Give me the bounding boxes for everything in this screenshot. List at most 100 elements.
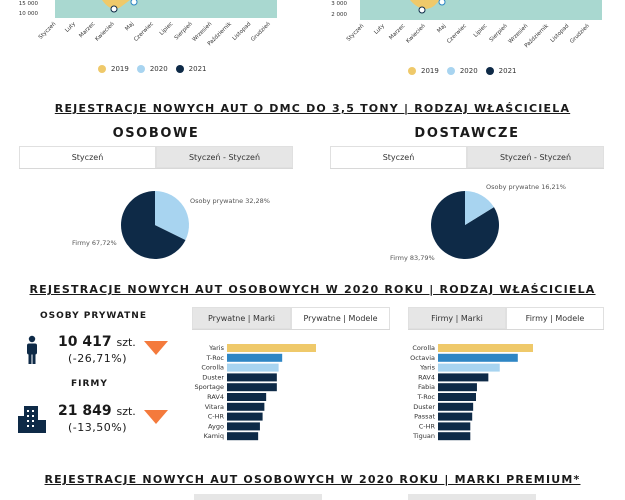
company-models-tabs: Firmy | Marki Firmy | Modele [408,307,604,330]
companies-change: (-13,50%) [68,421,127,434]
premium-tab-right[interactable] [408,494,536,500]
tab-private-brands[interactable]: Prywatne | Marki [192,307,291,329]
month-label: Listopad [550,23,571,44]
month-label: Luty [64,21,77,34]
tab-passenger-month[interactable]: Styczeń [19,146,156,168]
legend-dot-2020 [446,67,455,75]
passenger-company-label: Firmy 67,72% [72,239,117,247]
legend-2020: 2020 [149,65,168,73]
bar[interactable] [438,432,471,441]
bar[interactable] [227,363,279,372]
month-label: Lipiec [473,23,489,39]
bar[interactable] [438,344,533,352]
tab-delivery-month[interactable]: Styczeń [330,146,467,168]
bar-label: Yaris [419,364,436,372]
bar[interactable] [438,373,489,382]
month-label: Lipiec [159,21,175,37]
top-left-legend: 2019 2020 2021 [90,65,206,73]
private-unit: szt. [116,336,136,349]
bar-label: C-HR [419,422,436,430]
month-label: Grudzień [568,22,591,45]
pie-slice-osoby-prywatne [465,191,494,225]
bar[interactable] [227,353,283,362]
bar[interactable] [227,344,316,352]
delivery-company-label: Firmy 83,79% [390,254,435,262]
bar[interactable] [438,393,476,401]
bar-label: Corolla [201,364,224,372]
right-ytick-1: 3 000 [331,1,347,7]
bar[interactable] [438,353,518,362]
month-label: Czerwiec [133,21,155,43]
private-models-tabs: Prywatne | Marki Prywatne | Modele [192,307,390,330]
top-left-point-2020 [130,0,138,6]
delivery-private-label: Osoby prywatne 16,21% [486,183,566,191]
companies-value: 21 849 szt. [58,403,136,419]
tab-delivery-ytd[interactable]: Styczeń - Styczeń [467,146,604,168]
companies-down-arrow-icon [144,410,168,424]
month-label: Luty [373,23,386,36]
bar-label: Sportage [194,383,224,391]
top-left-chart: 15 000 10 000 Styczeń Luty Marzec Kwiecień M… [0,0,300,80]
left-ytick-1: 15 000 [19,1,39,7]
month-label: Grudzień [249,20,272,43]
month-label: Kwiecień [405,22,428,45]
delivery-title: DOSTAWCZE [414,126,520,141]
month-label: Styczeń [37,20,58,41]
section1-title: REJESTRACJE NOWYCH AUT O DMC DO 3,5 TONY… [54,102,571,115]
month-label: Sierpień [488,22,509,43]
bar[interactable] [438,422,471,431]
bar-label: Tiguan [412,432,435,440]
bar[interactable] [227,422,260,431]
bar-label: Yaris [208,344,225,352]
legend-2021: 2021 [498,67,517,75]
passenger-pie [121,191,189,259]
month-label: Czerwiec [446,23,468,45]
companies-number: 21 849 [58,403,112,419]
month-label: Styczeń [345,22,366,43]
legend-dot-2021 [485,67,494,75]
bar[interactable] [438,363,500,372]
bar[interactable] [227,393,267,401]
bar[interactable] [227,373,277,382]
top-left-area [55,0,277,18]
bar[interactable] [438,412,473,421]
bar-label: Duster [202,373,224,381]
person-icon [27,335,37,364]
tab-private-models[interactable]: Prywatne | Modele [291,307,390,329]
bar[interactable] [438,383,477,392]
passenger-title: OSOBOWE [112,126,200,141]
companies-heading: FIRMY [71,379,108,389]
legend-dot-2019 [408,67,416,75]
bar-label: Octavia [410,354,435,362]
legend-2021: 2021 [188,65,207,73]
legend-2019: 2019 [421,67,439,75]
top-right-point-2021 [418,6,426,14]
bar[interactable] [438,402,474,411]
bar[interactable] [227,432,259,441]
tab-passenger-ytd[interactable]: Styczeń - Styczeń [156,146,293,168]
tab-company-brands[interactable]: Firmy | Marki [408,307,506,329]
tab-company-models[interactable]: Firmy | Modele [506,307,604,329]
bar[interactable] [227,383,277,392]
delivery-tabs: Styczeń Styczeń - Styczeń [330,146,604,169]
bar-label: RAV4 [418,373,435,381]
bar-label: T-Roc [417,393,436,401]
bar-label: Passat [414,413,435,421]
top-right-chart: 3 000 2 000 Styczeń Luty Marzec Kwiecień Maj… [312,0,625,80]
left-ytick-2: 10 000 [19,11,39,17]
premium-tab-left[interactable] [194,494,322,500]
pie-slice-osoby-prywatne [155,191,189,241]
bar[interactable] [227,412,263,421]
section2-title: REJESTRACJE NOWYCH AUT OSOBOWYCH W 2020 … [29,283,596,296]
private-heading: OSOBY PRYWATNE [40,311,147,321]
bar[interactable] [227,402,265,411]
bar-label: Duster [413,403,435,411]
bar-label: Corolla [412,344,435,352]
passenger-tabs: Styczeń Styczeń - Styczeń [19,146,293,169]
